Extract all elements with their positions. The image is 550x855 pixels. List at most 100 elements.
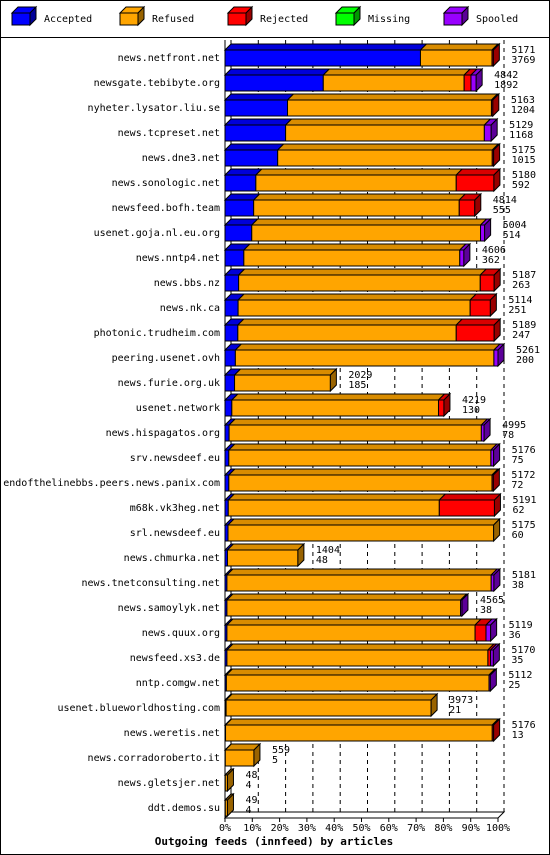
bar-segment <box>286 93 499 117</box>
y-tick-label: news.tnetconsulting.net <box>82 578 220 589</box>
bar-front <box>224 99 289 117</box>
bar-segment <box>225 643 496 667</box>
accepted-label: 35 <box>511 655 523 666</box>
bar-front <box>277 149 493 167</box>
offered-label: 1404 <box>316 545 340 556</box>
bar-top <box>224 693 439 701</box>
bar-top <box>284 118 492 126</box>
accepted-label: 514 <box>503 230 521 241</box>
bar-top <box>223 93 295 101</box>
bar-segment <box>438 493 502 517</box>
bar-top <box>419 43 500 51</box>
bar-side <box>484 217 492 243</box>
legend-label: Accepted <box>44 14 92 25</box>
offered-label: 4814 <box>493 195 517 206</box>
y-tick-label: news.nk.ca <box>160 303 220 314</box>
bar-side <box>483 417 491 443</box>
bar-front <box>493 349 499 367</box>
offered-label: 5170 <box>511 645 535 656</box>
y-tick-label: peering.usenet.ovh <box>112 353 220 364</box>
bar-segment <box>227 418 489 442</box>
offered-label: 5172 <box>511 470 535 481</box>
offered-label: 5175 <box>512 145 536 156</box>
bar-top <box>226 543 306 551</box>
offered-label: 48 <box>245 770 257 781</box>
y-tick-label: newsfeed.bofh.team <box>112 203 220 214</box>
bar-side <box>489 292 497 318</box>
accepted-label: 130 <box>462 405 480 416</box>
y-tick-label: news.bbs.nz <box>154 278 220 289</box>
bar-segment <box>223 43 428 67</box>
bar-front <box>226 574 492 592</box>
accepted-label: 21 <box>449 705 461 716</box>
bar-front <box>224 749 255 767</box>
accepted-label: 75 <box>512 455 524 466</box>
bar-front <box>228 449 492 467</box>
bar-front <box>419 49 493 67</box>
legend-swatch <box>443 12 463 26</box>
x-tick-label: 90% <box>462 823 480 834</box>
x-tick-label: 60% <box>380 823 398 834</box>
y-tick-label: news.corradoroberto.it <box>88 753 220 764</box>
accepted-label: 247 <box>512 330 530 341</box>
offered-label: 4219 <box>462 395 486 406</box>
bar-top <box>252 193 467 201</box>
x-tick-label: 30% <box>298 823 316 834</box>
bar-segment <box>236 293 478 317</box>
accepted-label: 72 <box>511 480 523 491</box>
y-tick-label: usenet.blueworldhosting.com <box>57 703 220 714</box>
accepted-label: 251 <box>508 305 526 316</box>
bar-front <box>224 274 240 292</box>
accepted-label: 60 <box>512 530 524 541</box>
accepted-label: 78 <box>502 430 514 441</box>
bar-front <box>228 424 482 442</box>
bar-front <box>234 349 495 367</box>
bar-top <box>234 343 502 351</box>
bar-top <box>286 93 499 101</box>
bar-segment <box>226 518 501 542</box>
bar-front <box>243 249 461 267</box>
bar-side <box>226 792 234 818</box>
bar-side <box>475 67 483 93</box>
offered-label: 2029 <box>348 370 372 381</box>
bar-top <box>254 168 464 176</box>
accepted-label: 5 <box>272 755 278 766</box>
bar-side <box>461 592 469 618</box>
accepted-label: 4 <box>245 805 251 816</box>
bar-side <box>493 267 501 293</box>
bar-segment <box>236 318 464 342</box>
bar-segment <box>484 618 498 642</box>
bar-top <box>438 493 502 501</box>
bar-top <box>227 443 499 451</box>
bar-top <box>225 568 499 576</box>
bar-front <box>224 149 279 167</box>
y-tick-label: news.netfront.net <box>118 53 220 64</box>
bar-segment <box>230 393 446 417</box>
bar-segment <box>233 368 338 392</box>
offered-label: 4565 <box>480 595 504 606</box>
offered-label: 5261 <box>516 345 540 356</box>
bar-top <box>227 468 500 476</box>
accepted-label: 25 <box>508 680 520 691</box>
accepted-label: 62 <box>512 505 524 516</box>
bar-side <box>493 717 501 743</box>
bar-front <box>224 224 253 242</box>
legend-label: Spooled <box>476 14 518 25</box>
offered-label: 5175 <box>512 520 536 531</box>
x-tick-label: 50% <box>352 823 370 834</box>
bar-segment <box>455 318 502 342</box>
offered-label: 5004 <box>503 220 527 231</box>
bar-top <box>223 118 293 126</box>
bar-segment <box>223 243 252 267</box>
bar-side <box>443 392 451 418</box>
bar-side <box>492 42 500 68</box>
bar-segment <box>252 193 467 217</box>
bar-front <box>255 174 457 192</box>
axis-floor <box>223 811 506 819</box>
bar-front <box>224 324 239 342</box>
bar-side <box>497 342 505 368</box>
offered-label: 5187 <box>512 270 536 281</box>
bar-segment <box>284 118 492 142</box>
bar-front <box>224 249 245 267</box>
bar-top <box>224 718 500 726</box>
